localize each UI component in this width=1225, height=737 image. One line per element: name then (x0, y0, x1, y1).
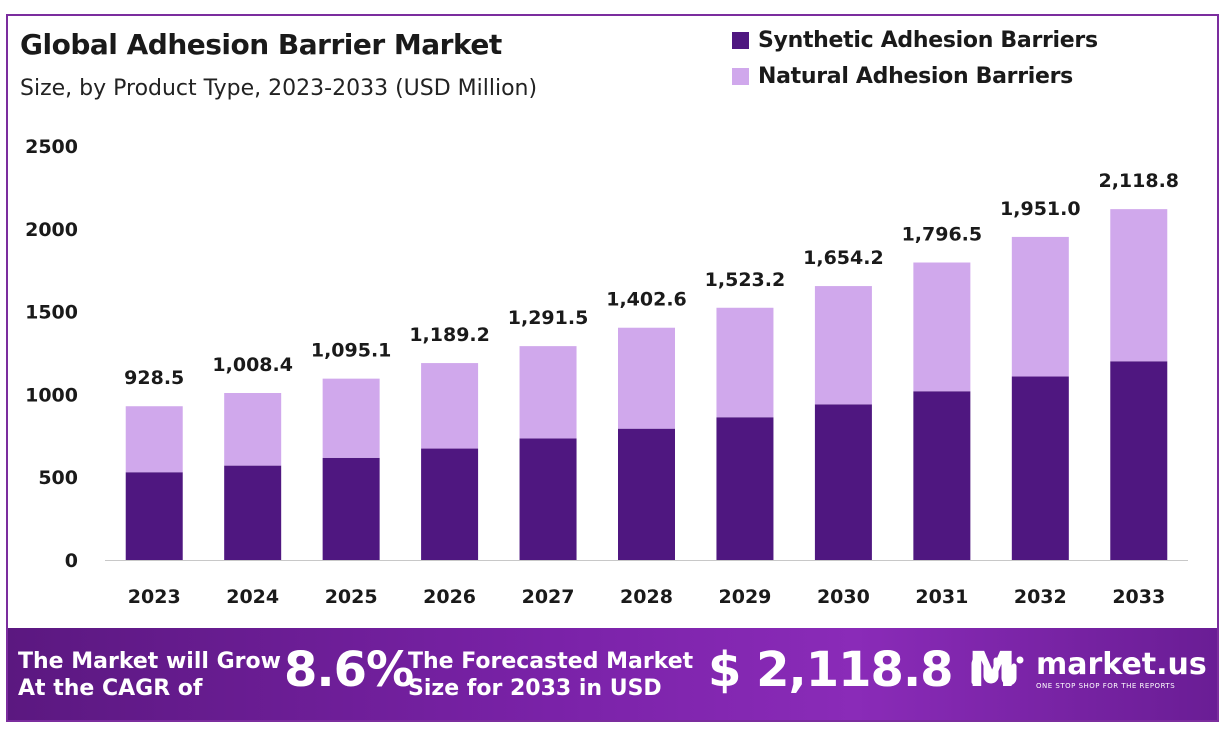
forecast-label-line2: Size for 2033 in USD (408, 676, 662, 701)
total-label-2031: 1,796.5 (902, 223, 983, 245)
bar-synthetic-2029 (716, 417, 774, 560)
logo-name: market.us (1036, 647, 1207, 682)
bar-synthetic-2032 (1011, 376, 1069, 560)
x-tick-label-2024: 2024 (226, 586, 279, 608)
legend-swatch-synthetic (732, 31, 749, 49)
x-tick-label-2023: 2023 (128, 586, 181, 608)
bar-synthetic-2023 (125, 472, 183, 560)
bar-natural-2028 (618, 327, 675, 429)
x-tick-label-2030: 2030 (817, 586, 870, 608)
bar-synthetic-2028 (618, 428, 675, 560)
legend: Synthetic Adhesion Barriers Natural Adhe… (732, 22, 1098, 94)
marketus-logo-icon (971, 655, 1024, 686)
total-label-2027: 1,291.5 (508, 307, 589, 329)
forecast-value: $ 2,118.8 M (708, 642, 1016, 698)
x-tick-label-2032: 2032 (1014, 586, 1067, 608)
x-tick-label-2026: 2026 (423, 586, 476, 608)
forecast-label-line1: The Forecasted Market (408, 649, 694, 674)
bar-synthetic-2033 (1110, 361, 1168, 560)
total-label-2025: 1,095.1 (311, 340, 392, 362)
total-label-2030: 1,654.2 (803, 247, 884, 269)
bar-natural-2023 (125, 406, 183, 473)
x-tick-label-2031: 2031 (915, 586, 968, 608)
bar-natural-2029 (716, 307, 774, 418)
bar-natural-2024 (224, 393, 282, 466)
bar-natural-2032 (1011, 236, 1069, 377)
total-label-2023: 928.5 (124, 367, 184, 389)
bar-natural-2033 (1110, 209, 1168, 362)
total-label-2029: 1,523.2 (705, 269, 786, 291)
y-tick-label-2500: 2500 (25, 136, 78, 158)
cagr-value: 8.6% (284, 642, 414, 698)
total-label-2032: 1,951.0 (1000, 198, 1081, 220)
legend-item-natural: Natural Adhesion Barriers (732, 58, 1098, 94)
x-tick-label-2029: 2029 (719, 586, 772, 608)
forecast-label: The Forecasted Market Size for 2033 in U… (408, 648, 693, 702)
legend-label-natural: Natural Adhesion Barriers (758, 63, 1073, 89)
y-tick-label-0: 0 (65, 550, 78, 572)
x-tick-label-2027: 2027 (522, 586, 575, 608)
y-tick-label-2000: 2000 (25, 219, 78, 241)
cagr-label-line1: The Market will Grow (18, 649, 281, 674)
y-tick-label-1500: 1500 (25, 302, 78, 324)
legend-label-synthetic: Synthetic Adhesion Barriers (758, 27, 1098, 53)
bar-natural-2026 (421, 363, 479, 449)
bar-natural-2025 (322, 378, 380, 458)
total-label-2024: 1,008.4 (212, 354, 293, 376)
cagr-label: The Market will Grow At the CAGR of (18, 648, 281, 702)
bar-synthetic-2025 (322, 457, 380, 560)
bar-synthetic-2031 (913, 391, 971, 560)
bar-synthetic-2024 (224, 465, 282, 560)
legend-item-synthetic: Synthetic Adhesion Barriers (732, 22, 1098, 58)
total-label-2026: 1,189.2 (409, 324, 490, 346)
bar-chart: 0 500 1000 1500 2000 2500 928.5 2023 1,008.4 2024… (25, 136, 1188, 608)
marketus-logo: market.us ONE STOP SHOP FOR THE REPORTS (970, 650, 1207, 690)
chart-subtitle: Size, by Product Type, 2023-2033 (USD Mi… (20, 76, 538, 101)
summary-banner: The Market will Grow At the CAGR of 8.6%… (8, 628, 1217, 720)
total-label-2028: 1,402.6 (606, 289, 687, 311)
bar-synthetic-2030 (814, 404, 872, 560)
x-tick-label-2028: 2028 (620, 586, 673, 608)
bar-natural-2031 (913, 262, 971, 392)
bar-natural-2030 (814, 286, 872, 405)
chart-title: Global Adhesion Barrier Market (20, 28, 502, 61)
cagr-label-line2: At the CAGR of (18, 676, 203, 701)
logo-tagline: ONE STOP SHOP FOR THE REPORTS (1036, 682, 1176, 690)
bar-natural-2027 (519, 346, 577, 439)
x-tick-label-2025: 2025 (325, 586, 378, 608)
x-tick-label-2033: 2033 (1112, 586, 1165, 608)
bar-synthetic-2027 (519, 438, 577, 560)
bar-synthetic-2026 (421, 448, 479, 560)
total-label-2033: 2,118.8 (1098, 170, 1179, 192)
y-tick-label-500: 500 (38, 467, 78, 489)
legend-swatch-natural (732, 67, 749, 85)
y-tick-label-1000: 1000 (25, 384, 78, 406)
